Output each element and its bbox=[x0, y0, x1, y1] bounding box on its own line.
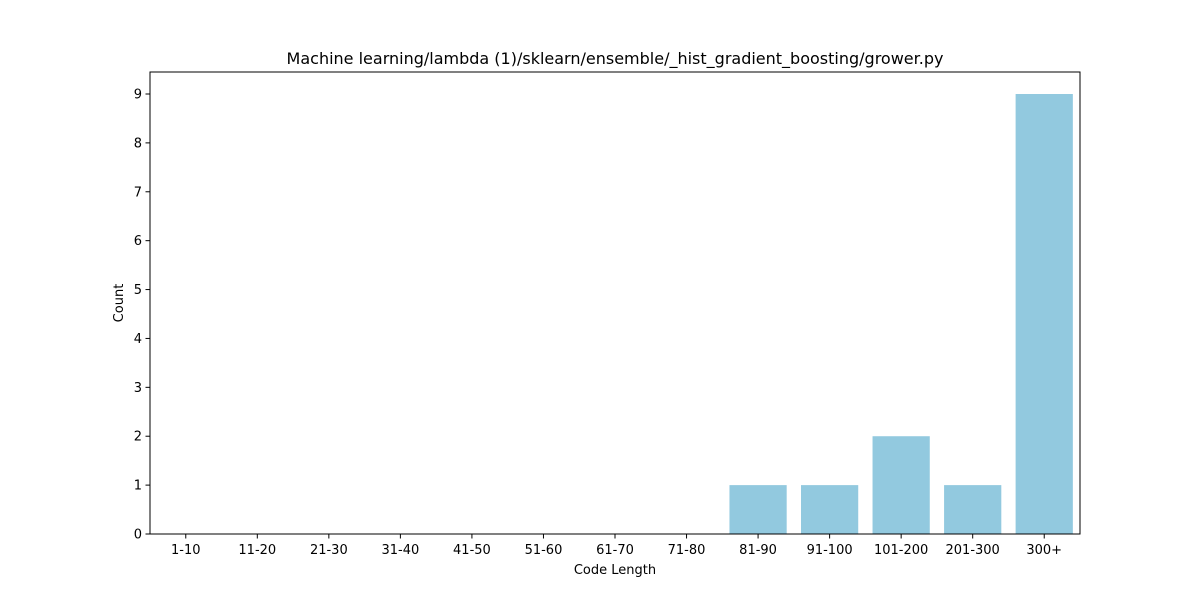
plot-frame bbox=[149, 71, 1081, 535]
x-tick-label: 201-300 bbox=[946, 543, 1000, 558]
x-axis-label: Code Length bbox=[574, 563, 656, 578]
y-tick-label: 5 bbox=[134, 283, 142, 298]
x-tick-label: 31-40 bbox=[381, 543, 419, 558]
bar-201-300 bbox=[944, 485, 1002, 534]
y-tick-label: 0 bbox=[134, 528, 142, 543]
y-axis-label: Count bbox=[112, 284, 127, 323]
x-tick-label: 71-80 bbox=[668, 543, 706, 558]
y-tick-label: 3 bbox=[134, 381, 142, 396]
x-tick-label: 61-70 bbox=[596, 543, 634, 558]
x-tick-label: 300+ bbox=[1026, 543, 1062, 558]
chart-title: Machine learning/lambda (1)/sklearn/ense… bbox=[287, 49, 944, 69]
bar-91-100 bbox=[801, 485, 859, 534]
y-tick-label: 2 bbox=[134, 430, 142, 445]
x-tick-label: 11-20 bbox=[238, 543, 276, 558]
x-axis: 1-10 11-20 21-30 31-40 41-50 51-60 61-70 71-80 8… bbox=[171, 534, 1062, 558]
x-tick-label: 81-90 bbox=[739, 543, 777, 558]
x-tick-label: 21-30 bbox=[310, 543, 348, 558]
bar-101-200 bbox=[872, 436, 930, 534]
bar-81-90 bbox=[729, 485, 787, 534]
bar-300+ bbox=[1015, 94, 1073, 534]
x-tick-label: 91-100 bbox=[807, 543, 853, 558]
x-tick-label: 101-200 bbox=[874, 543, 928, 558]
y-tick-label: 9 bbox=[134, 88, 142, 103]
y-tick-label: 1 bbox=[134, 479, 142, 494]
x-tick-label: 51-60 bbox=[525, 543, 563, 558]
y-axis: 0 1 2 3 4 5 6 7 8 9 bbox=[134, 88, 150, 543]
y-tick-label: 7 bbox=[134, 185, 142, 200]
x-tick-label: 1-10 bbox=[171, 543, 201, 558]
y-tick-label: 6 bbox=[134, 234, 142, 249]
y-tick-label: 8 bbox=[134, 136, 142, 151]
bars-layer bbox=[729, 94, 1073, 534]
x-tick-label: 41-50 bbox=[453, 543, 491, 558]
y-tick-label: 4 bbox=[134, 332, 142, 347]
